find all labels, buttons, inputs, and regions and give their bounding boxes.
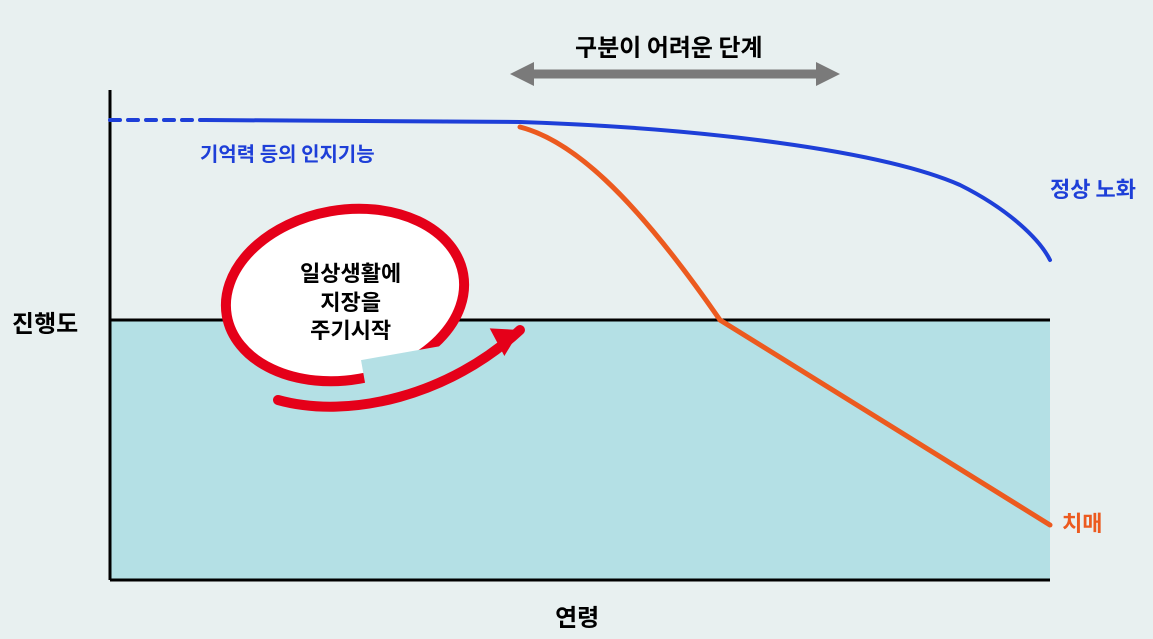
- top-label: 구분이 어려운 단계: [575, 30, 763, 61]
- normal-aging-label: 정상 노화: [1050, 174, 1136, 203]
- cognitive-label: 기억력 등의 인지기능: [200, 140, 375, 166]
- callout-label: 일상생활에 지장을 주기시작: [300, 258, 401, 344]
- dementia-label: 치매: [1062, 508, 1102, 537]
- chart-svg: [0, 0, 1153, 639]
- x-axis-label: 연령: [555, 600, 599, 631]
- chart-container: [0, 0, 1153, 639]
- y-axis-label: 진행도: [12, 306, 78, 337]
